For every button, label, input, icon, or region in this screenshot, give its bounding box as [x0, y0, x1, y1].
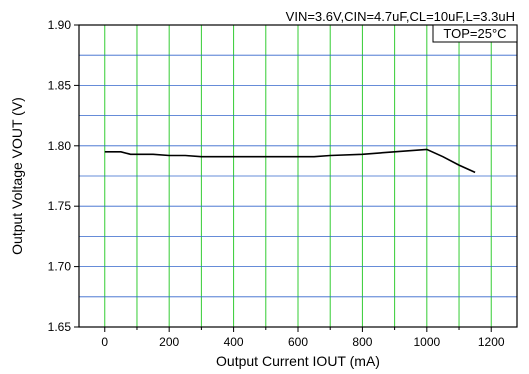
x-tick-label-400: 400: [224, 335, 244, 349]
x-tick-label-1200: 1200: [478, 335, 505, 349]
x-tick-label-1000: 1000: [413, 335, 440, 349]
y-tick-label-3: 1.80: [48, 139, 72, 153]
x-tick-label-200: 200: [159, 335, 179, 349]
series-line-0: [104, 148, 476, 174]
annotation-temperature: TOP=25°C: [443, 26, 506, 41]
y-tick-label-4: 1.85: [48, 78, 72, 92]
x-tick-label-800: 800: [352, 335, 372, 349]
y-tick-label-1: 1.70: [48, 260, 72, 274]
y-tick-label-2: 1.75: [48, 199, 72, 213]
grid-lines: [79, 24, 517, 328]
y-tick-label-5: 1.90: [48, 18, 72, 32]
x-tick-label-600: 600: [288, 335, 308, 349]
annotation-temp-box: [432, 24, 518, 43]
annotation-conditions: VIN=3.6V,CIN=4.7uF,CL=10uF,L=3.3uH: [286, 9, 515, 24]
axis-ticks: 0 200 400 600 800 1000 1200 1.65 1.70 1.75 1.80 1.8…: [48, 18, 505, 349]
x-tick-label-0: 0: [101, 335, 108, 349]
x-axis-label: Output Current IOUT (mA): [216, 353, 380, 369]
series-group: [104, 148, 476, 174]
y-axis-label: Output Voltage VOUT (V): [9, 97, 25, 255]
y-tick-label-0: 1.65: [48, 320, 72, 334]
